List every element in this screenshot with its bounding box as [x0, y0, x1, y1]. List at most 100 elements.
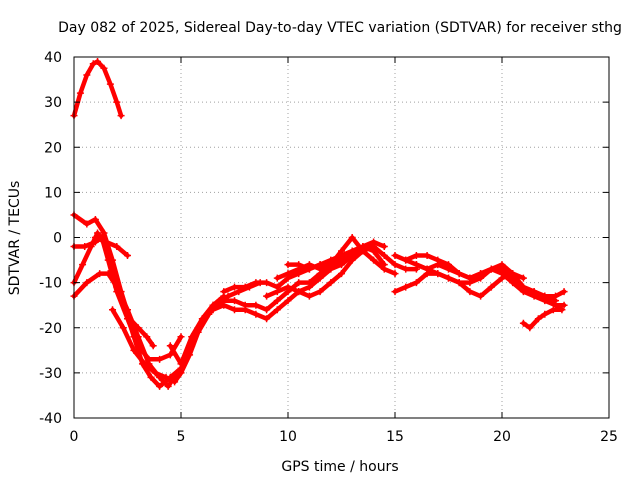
data-point — [295, 279, 303, 287]
data-point — [109, 306, 117, 314]
data-point — [241, 306, 249, 314]
y-tick-label: -20 — [39, 321, 62, 337]
data-point — [94, 58, 102, 66]
data-point — [519, 319, 527, 327]
data-point — [273, 274, 281, 282]
data-point — [477, 292, 485, 300]
y-tick-label: -10 — [39, 276, 62, 292]
series-line — [110, 280, 263, 385]
data-point — [434, 256, 442, 264]
series-s9 — [209, 247, 367, 323]
data-point — [124, 306, 131, 314]
x-tick-label: 10 — [279, 429, 297, 445]
data-point — [455, 270, 463, 278]
data-point — [166, 342, 174, 350]
data-point — [509, 270, 517, 278]
data-point — [113, 283, 121, 291]
data-point — [171, 378, 179, 386]
tick-labels: 0 5 10 15 20 25 -40 -30 -20 -10 0 10 20 30 40 — [39, 50, 618, 445]
data-point — [273, 306, 281, 314]
data-point — [100, 229, 108, 237]
data-point — [487, 265, 495, 273]
x-tick-label: 5 — [177, 429, 186, 445]
data-point — [231, 297, 238, 305]
data-point — [94, 229, 102, 237]
data-point — [273, 288, 281, 296]
x-tick-label: 15 — [386, 429, 404, 445]
data-point — [445, 274, 452, 282]
data-point — [305, 292, 313, 300]
data-point — [151, 369, 159, 377]
data-point — [186, 351, 194, 359]
data-point — [380, 252, 388, 260]
data-point — [263, 279, 271, 287]
data-point — [220, 301, 228, 309]
data-point — [434, 270, 442, 278]
series-s13 — [284, 238, 388, 273]
x-tick-label: 0 — [70, 429, 79, 445]
data-point — [83, 220, 91, 228]
data-point — [164, 382, 172, 390]
data-point — [466, 279, 474, 287]
data-point — [134, 333, 142, 341]
x-tick-label: 20 — [493, 429, 511, 445]
data-point — [91, 215, 99, 223]
data-point — [412, 279, 420, 287]
y-tick-label: 20 — [44, 140, 62, 156]
data-point — [83, 71, 91, 79]
data-point — [263, 292, 271, 300]
data-point — [402, 265, 410, 273]
y-tick-label: 30 — [44, 95, 62, 111]
data-point — [498, 270, 506, 278]
data-point — [338, 270, 345, 278]
data-point — [263, 306, 271, 314]
grid-lines — [74, 57, 609, 418]
data-point — [96, 270, 104, 278]
data-point — [117, 112, 125, 120]
x-tick-label: 25 — [600, 429, 618, 445]
data-point — [263, 315, 271, 323]
series-s1 — [70, 58, 125, 120]
data-point — [423, 252, 431, 260]
data-point — [455, 279, 463, 287]
data-point — [348, 247, 356, 255]
data-point — [284, 297, 292, 305]
data-point — [338, 252, 345, 260]
chart-title: Day 082 of 2025, Sidereal Day-to-day VTE… — [58, 20, 622, 36]
data-point — [149, 342, 157, 350]
y-tick-label: 40 — [44, 50, 62, 66]
data-point — [549, 306, 557, 314]
data-point — [412, 252, 420, 260]
data-point — [102, 238, 110, 246]
data-point — [252, 279, 260, 287]
data-point — [188, 333, 196, 341]
data-point — [509, 279, 517, 287]
plot-series — [70, 58, 568, 390]
data-point — [113, 243, 121, 251]
y-tick-label: -40 — [39, 411, 62, 427]
data-point — [143, 333, 151, 341]
series-line — [71, 59, 124, 118]
series-line — [414, 262, 567, 308]
data-point — [252, 310, 260, 318]
data-point — [177, 360, 185, 368]
data-point — [402, 256, 410, 264]
data-point — [391, 288, 399, 296]
data-point — [91, 234, 99, 241]
data-point — [391, 261, 399, 269]
data-point — [380, 243, 388, 251]
data-point — [519, 274, 527, 282]
data-point — [316, 288, 324, 296]
data-point — [79, 261, 87, 269]
data-point — [423, 265, 431, 273]
data-point — [380, 265, 388, 273]
data-point — [391, 252, 399, 260]
data-point — [231, 283, 238, 291]
series-s6 — [91, 234, 131, 260]
data-point — [156, 382, 164, 390]
data-point — [348, 256, 356, 264]
series-line — [285, 239, 387, 272]
data-point — [162, 373, 170, 381]
data-point — [359, 243, 367, 251]
